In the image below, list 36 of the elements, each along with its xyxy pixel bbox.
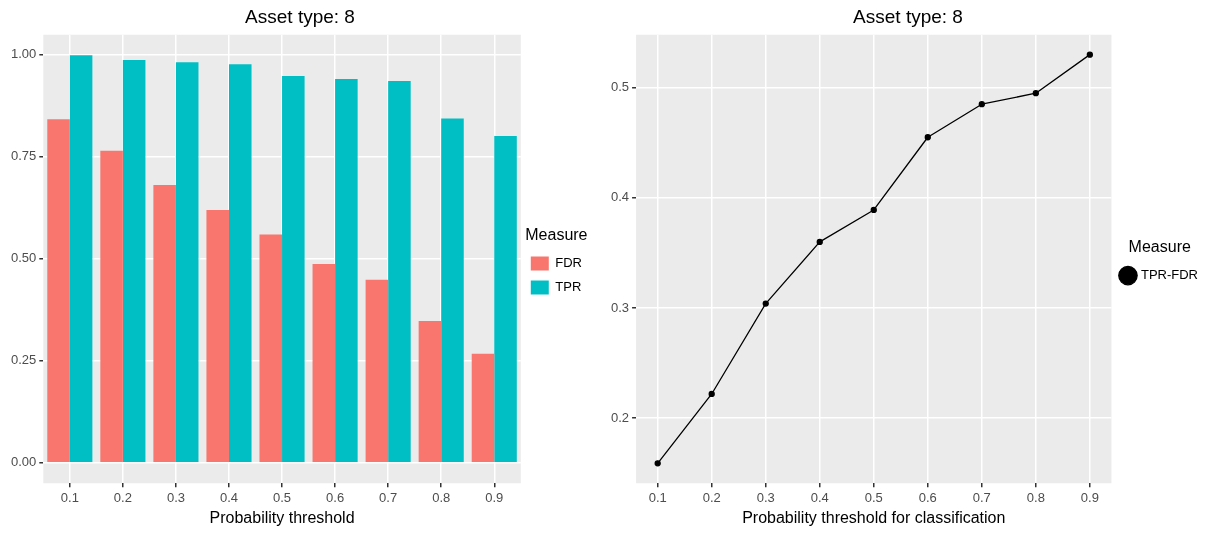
x-tick-label: 0.8	[432, 489, 451, 505]
x-axis-title: Probability threshold for classification	[742, 508, 1006, 526]
legend-label: TPR	[555, 279, 582, 295]
legend-label: FDR	[555, 255, 582, 271]
chart-title: Asset type: 8	[853, 5, 963, 27]
legend-title: Measure	[1128, 238, 1191, 256]
x-tick-label: 0.2	[702, 489, 721, 505]
x-tick-label: 0.4	[810, 489, 829, 505]
x-tick-label: 0.6	[918, 489, 937, 505]
y-tick-label: 0.3	[610, 299, 630, 315]
x-tick-label: 0.7	[972, 489, 991, 505]
y-tick-label: 1.00	[10, 45, 37, 61]
x-tick-label: 0.5	[273, 489, 292, 505]
y-tick-label: 0.25	[10, 352, 37, 368]
x-axis-title: Probability threshold	[209, 508, 355, 526]
y-tick-label: 0.75	[10, 148, 37, 164]
x-tick-label: 0.6	[326, 489, 345, 505]
x-tick-label: 0.4	[219, 489, 239, 505]
x-tick-label: 0.3	[166, 489, 185, 505]
chart-title: Asset type: 8	[245, 5, 355, 27]
x-tick-label: 0.1	[60, 489, 79, 505]
x-tick-label: 0.9	[1080, 489, 1099, 505]
y-tick-label: 0.5	[610, 79, 630, 95]
x-tick-label: 0.3	[756, 489, 775, 505]
legend-title: Measure	[525, 225, 588, 243]
x-tick-label: 0.7	[379, 489, 398, 505]
y-tick-label: 0.50	[10, 250, 37, 266]
y-tick-label: 0.4	[610, 189, 630, 205]
x-tick-label: 0.1	[648, 489, 667, 505]
y-tick-label: 0.00	[10, 454, 37, 470]
legend-label: TPR-FDR	[1140, 267, 1198, 283]
x-tick-label: 0.2	[113, 489, 132, 505]
x-tick-label: 0.5	[864, 489, 883, 505]
x-tick-label: 0.9	[485, 489, 504, 505]
y-tick-label: 0.2	[610, 409, 630, 425]
x-tick-label: 0.8	[1026, 489, 1045, 505]
